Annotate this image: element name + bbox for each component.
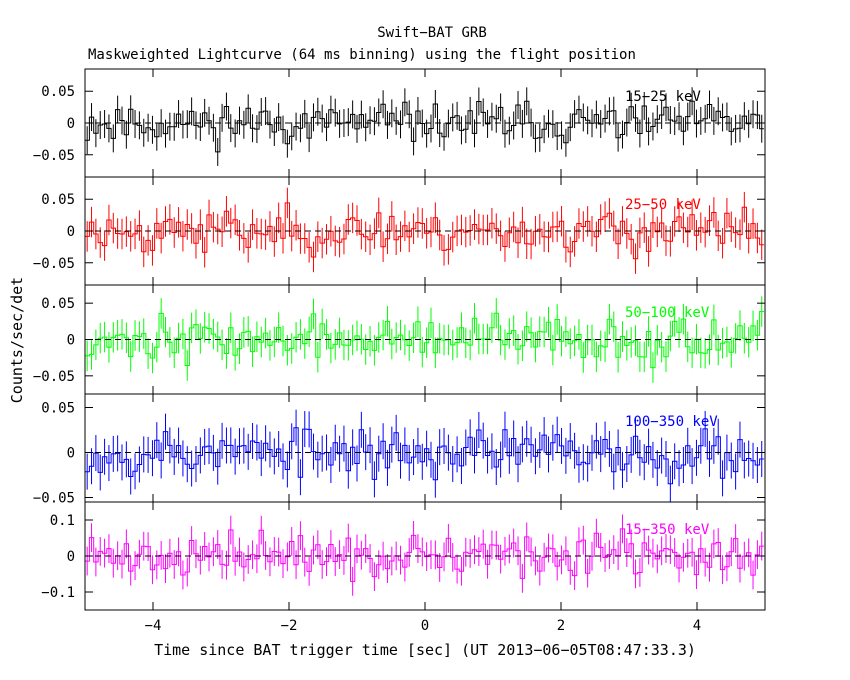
y-tick-label: −0.05	[33, 148, 75, 164]
y-tick-label: 0.1	[50, 513, 75, 529]
lightcurve-series	[85, 427, 764, 485]
x-tick-label: 4	[693, 618, 701, 634]
lightcurve-series	[85, 311, 764, 369]
x-tick-label: −4	[145, 618, 162, 634]
panel-2: −0.05 0 0.05 25−50 keV	[33, 176, 766, 286]
energy-band-label: 25−50 keV	[625, 197, 701, 213]
panel-1: −0.05 0 0.05 15−25 keV	[33, 68, 766, 178]
y-tick-label: 0	[67, 446, 75, 462]
x-tick-label: −2	[281, 618, 298, 634]
y-tick-label: 0.05	[41, 401, 75, 417]
y-tick-label: 0	[67, 333, 75, 349]
y-tick-label: 0	[67, 116, 75, 132]
lightcurve-series	[85, 202, 764, 260]
energy-band-label: 15−350 keV	[625, 522, 710, 538]
x-axis-label: Time since BAT trigger time [sec] (UT 20…	[154, 641, 696, 659]
y-tick-label: 0.05	[41, 296, 75, 312]
panel-3: −0.05 0 0.05 50−100 keV	[33, 284, 766, 395]
energy-band-label: 15−25 keV	[625, 89, 701, 105]
y-tick-label: −0.05	[33, 369, 75, 385]
y-axis-label: Counts/sec/det	[8, 277, 26, 403]
y-tick-label: −0.1	[41, 585, 75, 601]
figure-subtitle: Maskweighted Lightcurve (64 ms binning) …	[88, 47, 636, 63]
lightcurve-series	[85, 100, 764, 153]
y-tick-label: 0	[67, 549, 75, 565]
lightcurve-series	[85, 528, 764, 582]
figure-title: Swift−BAT GRB	[377, 25, 487, 41]
y-tick-label: 0.05	[41, 84, 75, 100]
y-tick-label: 0	[67, 224, 75, 240]
energy-band-label: 100−350 keV	[625, 414, 718, 430]
x-tick-label: 0	[421, 618, 429, 634]
y-tick-label: −0.05	[33, 256, 75, 272]
panel-4: −0.05 0 0.05 100−350 keV	[33, 393, 766, 507]
x-tick-label: 2	[557, 618, 565, 634]
panel-5: −0.1 0 0.1 −4 −2 0 2 4 15−350 keV	[41, 501, 766, 634]
y-tick-label: −0.05	[33, 491, 75, 507]
energy-band-label: 50−100 keV	[625, 305, 710, 321]
y-tick-label: 0.05	[41, 192, 75, 208]
